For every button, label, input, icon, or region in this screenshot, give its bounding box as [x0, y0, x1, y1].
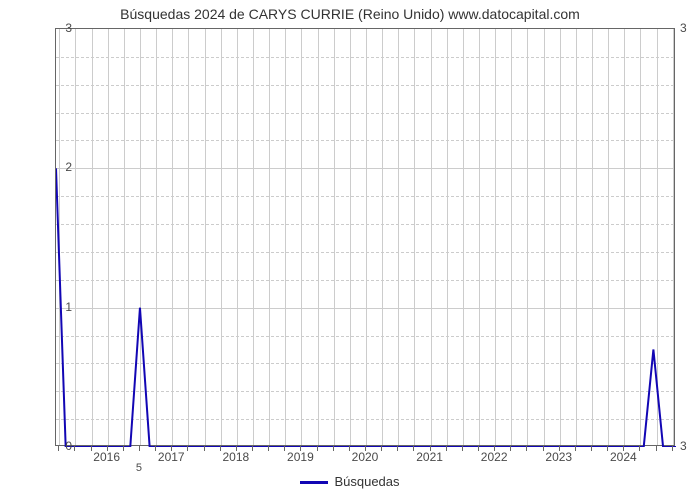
x-minor-tick [333, 446, 334, 451]
x-tick-label: 2020 [352, 450, 379, 464]
x-minor-tick [559, 446, 560, 451]
y-tick-label: 3 [42, 21, 72, 35]
legend-label: Búsquedas [334, 474, 399, 489]
x-minor-tick [672, 446, 673, 451]
x-minor-tick [268, 446, 269, 451]
x-minor-tick [236, 446, 237, 451]
chart-plot-area [55, 28, 675, 446]
y2-tick-label: 3 [680, 21, 700, 35]
y-tick-label: 2 [42, 160, 72, 174]
x-minor-tick [639, 446, 640, 451]
x-tick-label: 2022 [481, 450, 508, 464]
x-minor-tick [575, 446, 576, 451]
legend-swatch [300, 481, 328, 484]
x-minor-tick [300, 446, 301, 451]
x-minor-tick [139, 446, 140, 451]
x-minor-tick [317, 446, 318, 451]
x-tick-label: 2024 [610, 450, 637, 464]
x-minor-tick [543, 446, 544, 451]
y2-tick-label: 3 [680, 439, 700, 453]
x-minor-tick [74, 446, 75, 451]
x-minor-tick [591, 446, 592, 451]
x-minor-tick [123, 446, 124, 451]
x-minor-tick [187, 446, 188, 451]
x-minor-tick [204, 446, 205, 451]
plot-border [55, 28, 675, 446]
x-minor-tick [607, 446, 608, 451]
x-tick-label: 2019 [287, 450, 314, 464]
x-minor-tick [413, 446, 414, 451]
x-minor-tick [510, 446, 511, 451]
legend: Búsquedas [0, 474, 700, 489]
x-minor-tick [526, 446, 527, 451]
x-tick-label-secondary: 5 [136, 462, 142, 474]
x-minor-tick [58, 446, 59, 451]
x-minor-tick [446, 446, 447, 451]
x-tick-label: 2023 [545, 450, 572, 464]
x-minor-tick [91, 446, 92, 451]
x-minor-tick [430, 446, 431, 451]
x-tick-label: 2017 [158, 450, 185, 464]
x-minor-tick [381, 446, 382, 451]
x-minor-tick [397, 446, 398, 451]
x-tick-label: 2016 [93, 450, 120, 464]
x-minor-tick [656, 446, 657, 451]
x-minor-tick [494, 446, 495, 451]
x-tick-label: 2018 [222, 450, 249, 464]
y-tick-label: 1 [42, 300, 72, 314]
x-minor-tick [220, 446, 221, 451]
series-line [56, 168, 676, 447]
x-minor-tick [623, 446, 624, 451]
y-tick-label: 0 [42, 439, 72, 453]
x-minor-tick [252, 446, 253, 451]
x-minor-tick [478, 446, 479, 451]
x-minor-tick [462, 446, 463, 451]
x-minor-tick [155, 446, 156, 451]
chart-title: Búsquedas 2024 de CARYS CURRIE (Reino Un… [0, 0, 700, 24]
x-minor-tick [284, 446, 285, 451]
x-minor-tick [107, 446, 108, 451]
x-tick-label: 2021 [416, 450, 443, 464]
x-minor-tick [349, 446, 350, 451]
x-minor-tick [171, 446, 172, 451]
x-minor-tick [365, 446, 366, 451]
line-series-svg [56, 29, 676, 447]
